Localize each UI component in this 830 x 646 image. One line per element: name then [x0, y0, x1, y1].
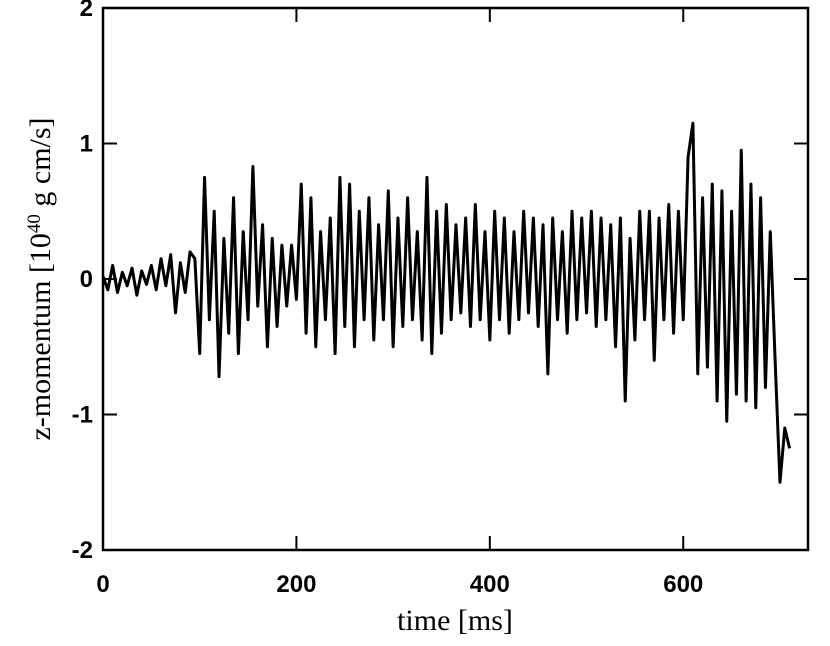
y-tick-label: 2: [80, 0, 93, 22]
y-tick-label: 1: [80, 131, 93, 158]
x-tick-label: 600: [663, 571, 703, 598]
y-axis-title-suffix: g cm/s]: [24, 117, 57, 214]
x-tick-label: 200: [276, 571, 316, 598]
y-tick-label: -2: [72, 537, 93, 564]
plot-frame: [101, 6, 810, 552]
x-tick-label: 400: [470, 571, 510, 598]
data-line: [101, 121, 792, 484]
y-axis-title-text: z-momentum [10: [24, 233, 57, 440]
y-tick-label: 0: [80, 266, 93, 293]
y-tick-label: -1: [72, 402, 93, 429]
x-axis-title: time [ms]: [397, 604, 513, 637]
x-tick-label: 0: [96, 571, 109, 598]
y-axis-title: z-momentum [1040 g cm/s]: [24, 117, 57, 440]
y-axis-title-sup: 40: [24, 214, 45, 233]
